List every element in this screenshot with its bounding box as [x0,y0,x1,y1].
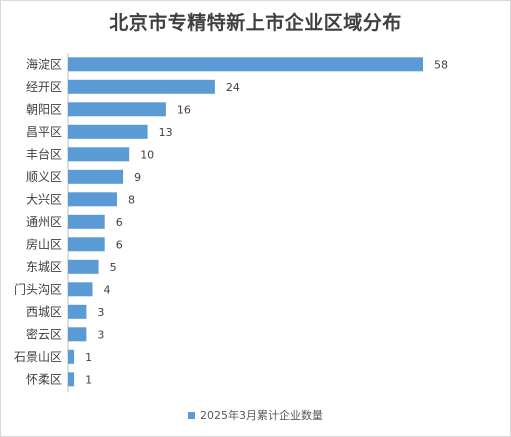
bar [68,304,87,319]
value-label: 6 [116,238,123,251]
bar [68,214,105,229]
category-label: 门头沟区 [14,281,62,296]
legend: 2025年3月累计企业数量 [1,407,510,423]
value-label: 3 [97,306,104,319]
bar [68,57,423,72]
category-label: 东城区 [26,260,62,274]
value-label: 3 [97,328,104,341]
bar [68,259,99,274]
category-label: 昌平区 [26,125,62,139]
bar [68,282,93,297]
legend-label: 2025年3月累计企业数量 [200,409,323,422]
category-labels-group: 海淀区经开区朝阳区昌平区丰台区顺义区大兴区通州区房山区东城区门头沟区西城区密云区… [14,56,62,386]
chart-title: 北京市专精特新上市企业区域分布 [109,12,402,34]
bar [68,237,105,252]
bar [68,169,124,184]
bar [68,102,166,117]
value-label: 8 [128,193,135,206]
bars-group [68,57,423,387]
category-label: 怀柔区 [26,372,62,386]
value-label: 1 [85,351,92,364]
category-label: 通州区 [26,215,62,229]
value-label: 5 [110,261,117,274]
category-label: 大兴区 [26,192,62,206]
category-label: 朝阳区 [26,102,62,116]
value-label: 13 [159,126,173,139]
value-label: 4 [104,283,111,296]
bar [68,327,87,342]
value-label: 16 [177,103,191,116]
value-label: 24 [226,81,240,94]
bar [68,192,117,207]
value-label: 58 [434,58,448,71]
bar [68,372,75,387]
category-label: 密云区 [26,326,62,341]
bar [68,147,130,162]
category-label: 海淀区 [26,56,62,71]
category-label: 房山区 [26,236,62,251]
category-label: 西城区 [26,305,62,319]
value-label: 9 [134,171,141,184]
value-label: 10 [140,148,154,161]
category-label: 顺义区 [26,170,62,184]
legend-swatch [188,411,195,419]
category-label: 丰台区 [26,146,62,161]
bar [68,124,148,139]
bar [68,79,215,94]
category-label: 石景山区 [14,350,62,364]
bar [68,349,75,364]
value-label: 1 [85,373,92,386]
category-label: 经开区 [26,80,62,94]
value-label: 6 [116,216,123,229]
